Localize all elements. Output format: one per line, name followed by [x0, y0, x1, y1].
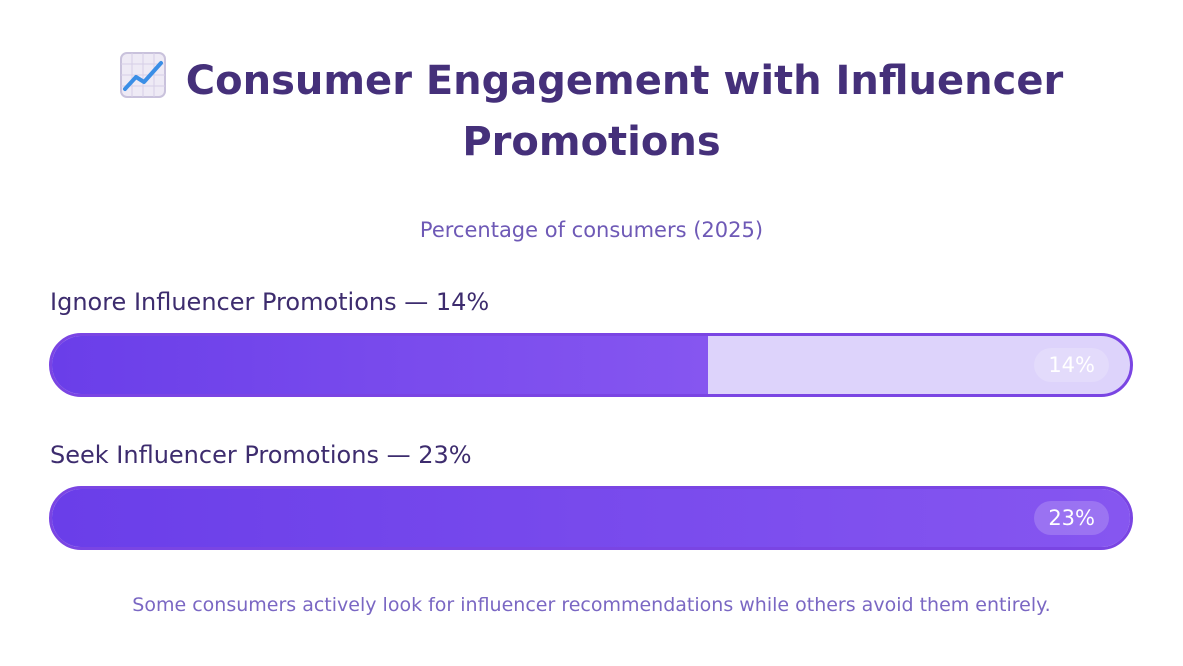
bar-fill [52, 489, 1130, 547]
title-line-1: Consumer Engagement with Influencer [90, 52, 1093, 114]
bar-label: Seek Influencer Promotions — 23% [50, 441, 472, 469]
chart-subtitle: Percentage of consumers (2025) [419, 218, 764, 242]
footer-note: Some consumers actively look for influen… [132, 594, 1051, 616]
chart-increasing-icon [119, 52, 166, 114]
bar-value-label: 14% [1034, 348, 1109, 382]
title-text-line-1: Consumer Engagement with Influencer [185, 58, 1064, 104]
chart-title: Consumer Engagement with Influencer Prom… [90, 52, 1093, 171]
bar-track: 23% [49, 486, 1133, 550]
title-text-line-2: Promotions [462, 119, 721, 165]
bar-track: 14% [49, 333, 1133, 397]
bar-label: Ignore Influencer Promotions — 14% [50, 288, 490, 316]
bar-value-label: 23% [1034, 501, 1109, 535]
bar-fill [52, 336, 709, 394]
